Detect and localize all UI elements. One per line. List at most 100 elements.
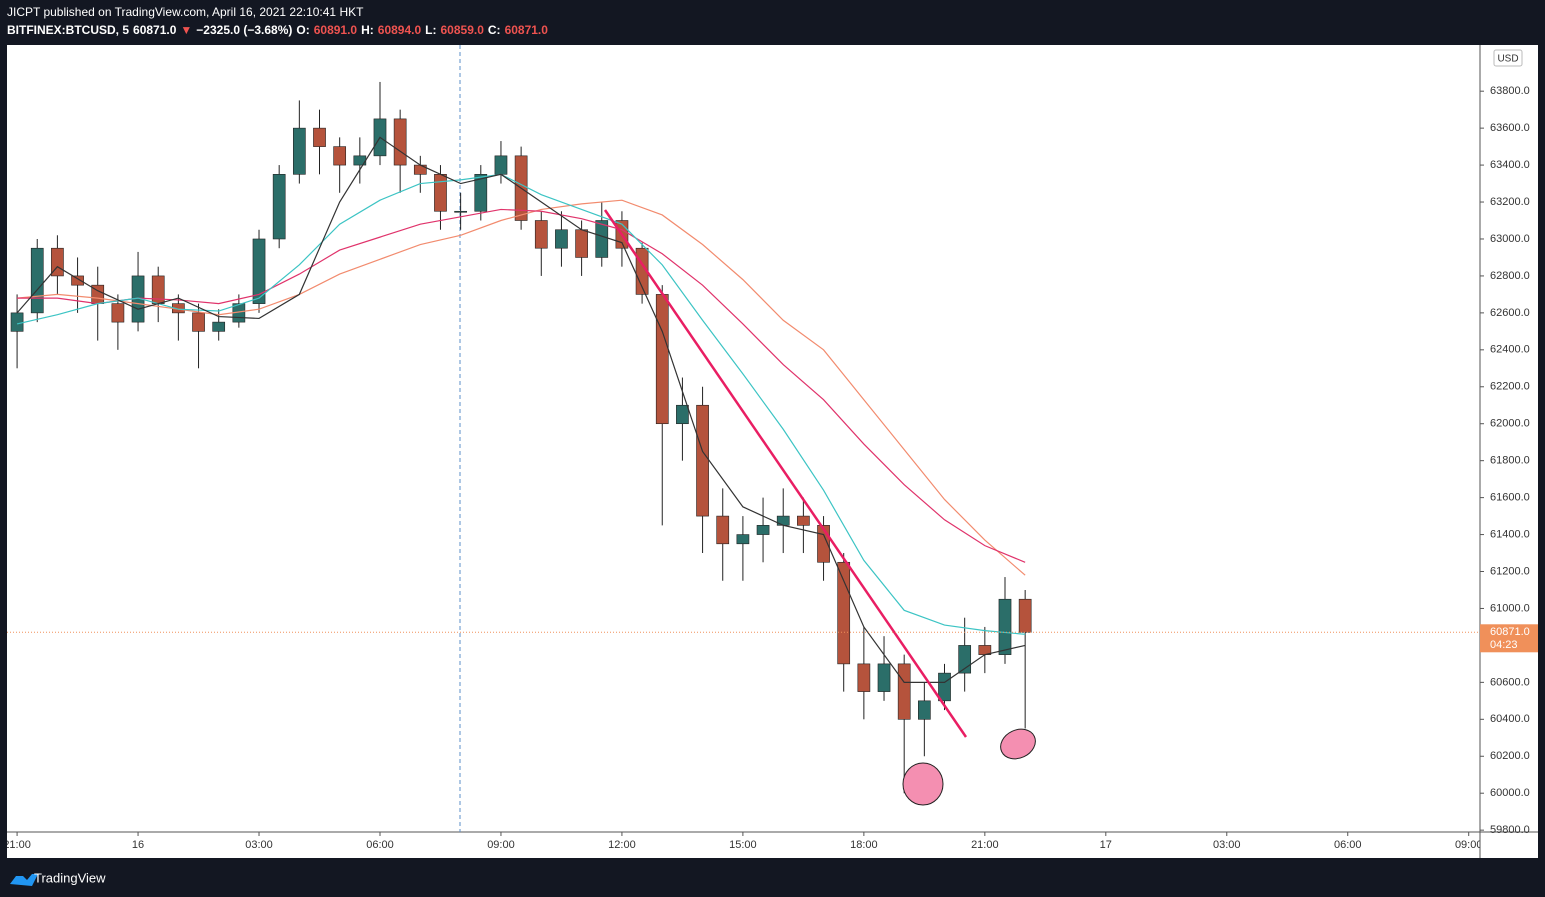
x-tick-label: 15:00 bbox=[729, 839, 757, 851]
y-tick-label: 60400.0 bbox=[1490, 713, 1530, 725]
symbol-info-item: H: bbox=[361, 23, 374, 37]
candle-body bbox=[555, 229, 568, 249]
y-tick-label: 62400.0 bbox=[1490, 344, 1530, 356]
candle-body bbox=[857, 663, 871, 692]
y-tick-label: 63800.0 bbox=[1490, 85, 1530, 97]
candle-body bbox=[938, 672, 951, 702]
y-tick-label: 62600.0 bbox=[1490, 307, 1530, 319]
candle-body bbox=[434, 174, 447, 212]
x-tick-label: 09:00 bbox=[487, 839, 515, 851]
candle-body bbox=[837, 561, 851, 665]
candle-body bbox=[797, 515, 810, 526]
candle-body bbox=[192, 312, 205, 332]
symbol-info-item: L: bbox=[425, 23, 437, 37]
candle-body bbox=[716, 515, 730, 545]
x-tick-label: 06:00 bbox=[366, 839, 394, 851]
symbol-info: BITFINEX:BTCUSD, 5 60871.0 ▼ −2325.0 (−3.68… bbox=[7, 23, 552, 37]
candle-body bbox=[292, 127, 306, 175]
currency-label: USD bbox=[1497, 54, 1518, 65]
x-tick-label: 16 bbox=[132, 839, 144, 851]
y-tick-label: 61600.0 bbox=[1490, 492, 1530, 504]
moving-average bbox=[17, 199, 1026, 576]
candle-body bbox=[998, 598, 1012, 655]
y-tick-label: 60000.0 bbox=[1490, 787, 1530, 799]
y-tick-label: 63000.0 bbox=[1490, 233, 1530, 245]
candle-body bbox=[393, 118, 407, 166]
x-ticks: 21:00 16 03:00 06:00 09:00 12:00 15:00 18:00 21:… bbox=[3, 832, 1483, 851]
symbol-info-item: −2325.0 (−3.68%) bbox=[196, 23, 293, 37]
bar-countdown: 04:23 bbox=[1490, 639, 1518, 651]
candle-body bbox=[756, 525, 770, 535]
x-tick-label: 12:00 bbox=[608, 839, 636, 851]
chart-area bbox=[7, 45, 1538, 858]
symbol-info-item: 60871.0 bbox=[133, 23, 177, 37]
candle-body bbox=[454, 210, 467, 213]
symbol-info-item: C: bbox=[487, 23, 501, 37]
symbol-info-item: 60859.0 bbox=[440, 23, 484, 37]
brand-name: TradingView bbox=[34, 870, 106, 885]
brand-logo bbox=[10, 874, 38, 886]
y-tick-label: 62200.0 bbox=[1490, 381, 1530, 393]
candle-body bbox=[655, 294, 669, 425]
candle-body bbox=[212, 321, 226, 332]
candle-body bbox=[313, 127, 326, 147]
candle-body bbox=[494, 155, 508, 175]
y-tick-label: 60600.0 bbox=[1490, 676, 1530, 688]
candle-body bbox=[1018, 598, 1032, 633]
y-tick-label: 62000.0 bbox=[1490, 418, 1530, 430]
symbol-info-item: 60894.0 bbox=[377, 23, 422, 37]
y-tick-label: 63400.0 bbox=[1490, 159, 1530, 171]
candle-body bbox=[272, 174, 286, 240]
candle-body bbox=[474, 174, 488, 212]
candle-body bbox=[10, 312, 24, 332]
y-tick-label: 59800.0 bbox=[1490, 824, 1530, 836]
candle-body bbox=[676, 404, 689, 425]
y-tick-label: 61800.0 bbox=[1490, 455, 1530, 467]
symbol-info-item: BITFINEX:BTCUSD, 5 bbox=[7, 23, 130, 37]
candle-body bbox=[696, 404, 709, 517]
last-price-box bbox=[1480, 624, 1538, 653]
candle-body bbox=[30, 247, 44, 314]
axes: 59800.060000.060200.060400.060600.060800… bbox=[3, 85, 1538, 851]
y-tick-label: 60200.0 bbox=[1490, 750, 1530, 762]
currency-box bbox=[1493, 49, 1523, 67]
y-tick-label: 63600.0 bbox=[1490, 122, 1530, 134]
x-tick-label: 06:00 bbox=[1334, 839, 1362, 851]
x-tick-label: 18:00 bbox=[850, 839, 878, 851]
candle-body bbox=[595, 220, 609, 258]
candle-body bbox=[897, 663, 911, 720]
highlight-ellipse[interactable] bbox=[996, 724, 1040, 765]
symbol-info-item: ▼ bbox=[180, 23, 193, 37]
y-tick-label: 61200.0 bbox=[1490, 565, 1530, 577]
x-tick-label: 21:00 bbox=[971, 839, 999, 851]
plot bbox=[10, 81, 1032, 794]
y-tick-label: 61400.0 bbox=[1490, 528, 1530, 540]
candle-body bbox=[111, 303, 125, 323]
trend-line[interactable] bbox=[603, 209, 968, 738]
y-tick-label: 62800.0 bbox=[1490, 270, 1530, 282]
symbol-info-item: 60871.0 bbox=[504, 23, 548, 37]
candle-body bbox=[736, 534, 750, 545]
publish-info: JICPT published on TradingView.com, Apri… bbox=[7, 5, 364, 19]
candle-body bbox=[534, 220, 548, 249]
candle-body bbox=[877, 663, 891, 692]
x-tick-label: 09:00 bbox=[1455, 839, 1483, 851]
moving-average bbox=[16, 136, 1026, 683]
x-tick-label: 03:00 bbox=[245, 839, 273, 851]
candle-body bbox=[333, 146, 347, 166]
x-tick-label: 17 bbox=[1100, 839, 1112, 851]
last-price-label: 60871.0 bbox=[1490, 626, 1530, 638]
x-tick-label: 21:00 bbox=[3, 839, 31, 851]
y-tick-label: 61000.0 bbox=[1490, 602, 1530, 614]
candle-body bbox=[71, 275, 84, 286]
symbol-info-item: 60891.0 bbox=[313, 23, 358, 37]
highlight-ellipse[interactable] bbox=[902, 762, 944, 806]
x-tick-label: 03:00 bbox=[1213, 839, 1241, 851]
moving-average bbox=[16, 173, 1026, 635]
y-tick-label: 63200.0 bbox=[1490, 196, 1530, 208]
candle-body bbox=[252, 238, 266, 304]
candle-body bbox=[575, 229, 588, 258]
candle-body bbox=[918, 700, 931, 720]
